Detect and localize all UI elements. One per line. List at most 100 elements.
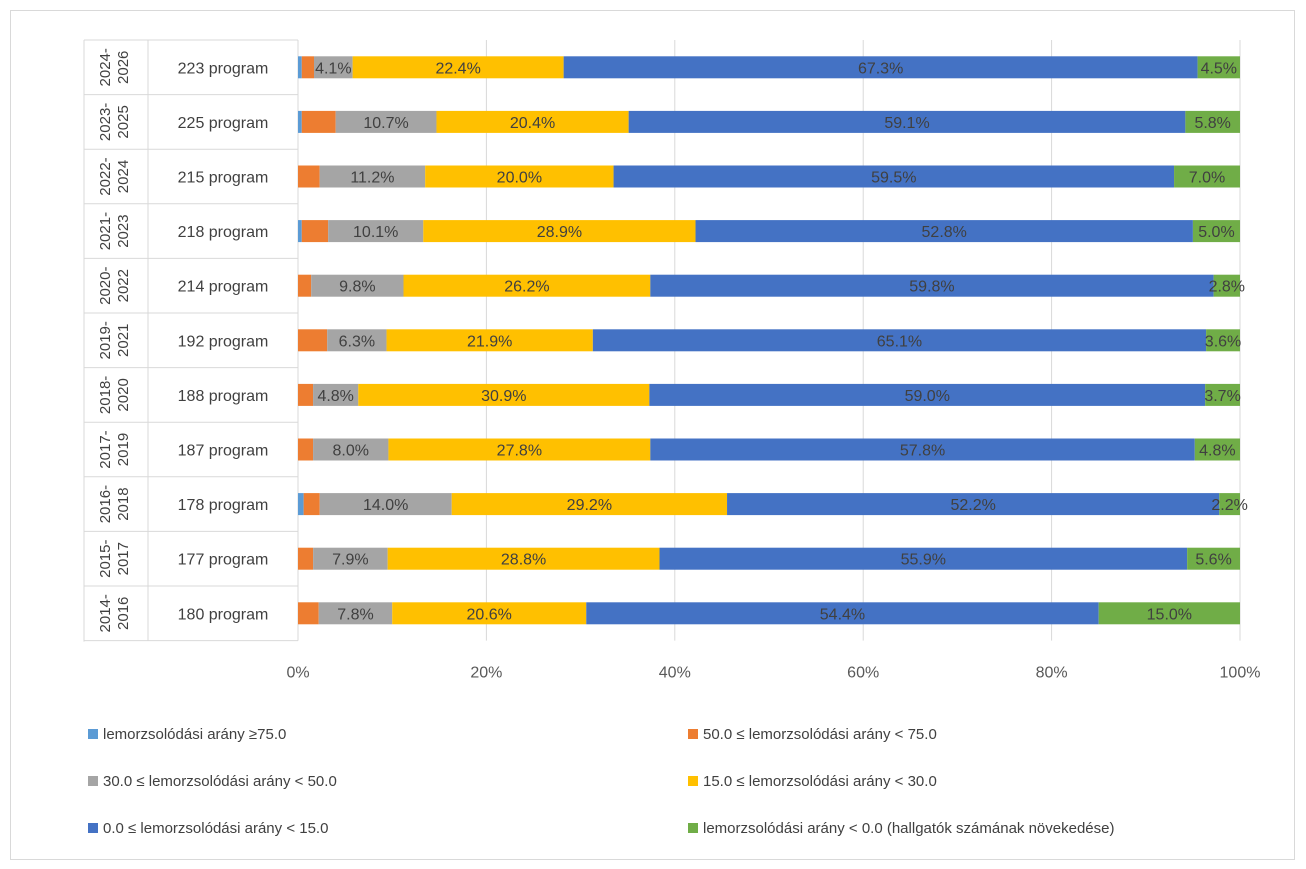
- program-count-label: 188 program: [178, 388, 269, 405]
- bar-segment: [328, 220, 424, 243]
- bar-segment: [1206, 329, 1240, 352]
- bar-segment: [298, 220, 302, 243]
- legend-label: 30.0 ≤ lemorzsolódási arány < 50.0: [103, 773, 337, 790]
- program-count-label: 225 program: [178, 115, 269, 132]
- bar-segment: [313, 547, 388, 570]
- data-label: 57.8%: [900, 443, 945, 460]
- bar-segment: [649, 383, 1206, 406]
- data-label: 52.8%: [922, 224, 967, 241]
- legend-label: lemorzsolódási arány ≥75.0: [103, 726, 287, 743]
- data-label: 21.9%: [467, 333, 512, 350]
- bar-segment: [1187, 547, 1240, 570]
- period-label-line1: 2014-: [97, 594, 114, 632]
- legend-item: 50.0 ≤ lemorzsolódási arány < 75.0: [688, 726, 937, 743]
- x-axis-ticks: 0% 20% 40% 60% 80% 100%: [286, 665, 1260, 682]
- legend-label: lemorzsolódási arány < 0.0 (hallgatók sz…: [703, 820, 1115, 837]
- data-label: 27.8%: [497, 443, 542, 460]
- data-label: 7.0%: [1189, 170, 1225, 187]
- bar-segment: [1098, 602, 1240, 625]
- legend-swatch: [88, 823, 98, 833]
- bar-segment: [298, 165, 320, 188]
- period-label-line1: 2016-: [97, 485, 114, 523]
- data-label: 59.8%: [909, 279, 954, 296]
- data-label: 59.1%: [884, 115, 929, 132]
- data-label: 5.6%: [1195, 552, 1231, 569]
- program-count-label: 178 program: [178, 497, 269, 514]
- data-label: 20.6%: [467, 606, 512, 623]
- period-label-line2: 2016: [115, 597, 132, 630]
- period-label-line2: 2025: [115, 105, 132, 138]
- program-count-label: 223 program: [178, 60, 269, 77]
- period-label-line2: 2017: [115, 542, 132, 575]
- data-label: 7.8%: [337, 606, 373, 623]
- data-label: 10.1%: [353, 224, 398, 241]
- bar-segment: [659, 547, 1188, 570]
- data-label: 15.0%: [1147, 606, 1192, 623]
- bar-segment: [451, 493, 728, 516]
- bar-segment: [386, 329, 593, 352]
- legend-item: 0.0 ≤ lemorzsolódási arány < 15.0: [88, 820, 328, 837]
- legend-swatch: [688, 776, 698, 786]
- bar-segment: [1197, 56, 1240, 79]
- bar-segment: [387, 547, 660, 570]
- bar-segment: [298, 493, 304, 516]
- bar-segment: [298, 110, 302, 133]
- x-tick-label: 80%: [1036, 665, 1068, 682]
- data-label: 28.8%: [501, 552, 546, 569]
- period-label: 2017- 2019: [97, 430, 132, 468]
- data-label: 2.2%: [1211, 497, 1247, 514]
- bar-segment: [650, 274, 1214, 297]
- data-label: 6.3%: [339, 333, 375, 350]
- bar-segment: [318, 602, 393, 625]
- program-count-label: 215 program: [178, 170, 269, 187]
- data-label: 65.1%: [877, 333, 922, 350]
- program-count-label: 192 program: [178, 333, 269, 350]
- bar-segment: [301, 220, 329, 243]
- data-label: 4.5%: [1201, 60, 1237, 77]
- period-label-line1: 2024-: [97, 48, 114, 86]
- bar-segment: [392, 602, 587, 625]
- program-count-label: 187 program: [178, 443, 269, 460]
- bar-segment: [298, 56, 302, 79]
- data-label: 59.0%: [905, 388, 950, 405]
- bar-segment: [1219, 493, 1240, 516]
- bar-segment: [1205, 383, 1240, 406]
- data-label: 20.4%: [510, 115, 555, 132]
- program-count-label: 177 program: [178, 552, 269, 569]
- bar-segment: [319, 493, 452, 516]
- bar-segment: [311, 274, 404, 297]
- bar-segment: [303, 493, 320, 516]
- bar-segment: [298, 329, 328, 352]
- bar-segment: [314, 56, 353, 79]
- legend-item: 30.0 ≤ lemorzsolódási arány < 50.0: [88, 773, 337, 790]
- bar-segment: [319, 165, 426, 188]
- bar-segment: [298, 438, 314, 461]
- bar-segment: [298, 547, 314, 570]
- data-label: 52.2%: [950, 497, 995, 514]
- data-label: 10.7%: [363, 115, 408, 132]
- bar-segment: [327, 329, 387, 352]
- data-label: 54.4%: [820, 606, 865, 623]
- data-label: 14.0%: [363, 497, 408, 514]
- program-count-label: 218 program: [178, 224, 269, 241]
- bar-segment: [298, 383, 314, 406]
- data-label: 5.8%: [1194, 115, 1230, 132]
- legend-item: lemorzsolódási arány ≥75.0: [88, 726, 286, 743]
- legend-swatch: [88, 729, 98, 739]
- period-label: 2015- 2017: [97, 540, 132, 578]
- data-label: 28.9%: [537, 224, 582, 241]
- period-label-line2: 2018: [115, 487, 132, 520]
- data-label: 7.9%: [332, 552, 368, 569]
- bar-segment: [301, 56, 315, 79]
- data-label: 4.8%: [317, 388, 353, 405]
- period-label: 2023- 2025: [97, 103, 132, 141]
- period-label-line1: 2020-: [97, 267, 114, 305]
- data-label: 3.7%: [1204, 388, 1240, 405]
- program-count-label: 180 program: [178, 606, 269, 623]
- bar-segment: [298, 274, 312, 297]
- bar-segment: [1192, 220, 1240, 243]
- x-tick-label: 20%: [470, 665, 502, 682]
- period-label-line1: 2022-: [97, 157, 114, 195]
- data-label: 22.4%: [435, 60, 480, 77]
